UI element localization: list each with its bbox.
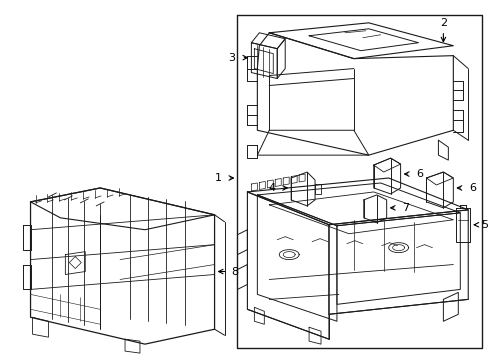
Text: 4: 4 bbox=[267, 183, 275, 193]
Text: 2: 2 bbox=[439, 18, 446, 28]
Text: 5: 5 bbox=[480, 220, 487, 230]
Text: 6: 6 bbox=[416, 169, 423, 179]
Text: 6: 6 bbox=[468, 183, 475, 193]
Text: 3: 3 bbox=[228, 53, 235, 63]
Text: 8: 8 bbox=[231, 266, 238, 276]
Text: 7: 7 bbox=[402, 203, 409, 213]
Text: 1: 1 bbox=[214, 173, 221, 183]
